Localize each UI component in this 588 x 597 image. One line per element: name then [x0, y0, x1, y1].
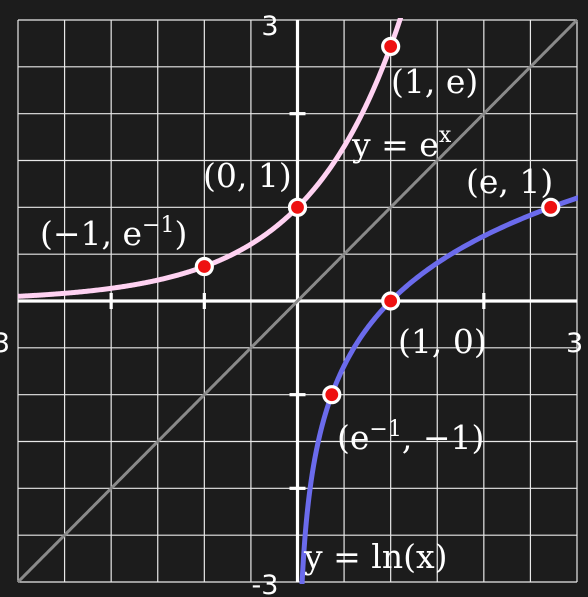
data-points	[194, 36, 561, 405]
y-max-label: 3	[261, 11, 278, 42]
data-point	[381, 36, 401, 57]
data-point	[541, 197, 561, 217]
axes: -3 3 3 -3	[0, 11, 583, 597]
point-label-1-e: (1, e)	[391, 62, 478, 101]
x-min-label: -3	[0, 328, 10, 359]
point-label-1-0: (1, 0)	[398, 322, 487, 361]
y-min-label: -3	[252, 570, 279, 597]
point-label-neg1: (−1, e−1)	[40, 213, 187, 253]
curves	[17, 18, 578, 584]
data-point	[322, 385, 342, 405]
data-point	[194, 256, 214, 277]
data-point	[381, 291, 401, 311]
identity-line	[17, 18, 578, 584]
data-point	[287, 197, 308, 217]
exp-curve-label: y = ex	[351, 123, 452, 164]
point-label-0-1: (0, 1)	[203, 156, 292, 195]
ln-curve-label: y = ln(x)	[303, 537, 447, 576]
x-max-label: 3	[566, 328, 583, 359]
point-label-e-1: (e, 1)	[466, 162, 553, 201]
annotations: (−1, e−1) (0, 1) (1, e) (e−1, −1) (1, 0) (e, …	[40, 62, 553, 576]
point-label-einv: (e−1, −1)	[337, 417, 484, 457]
